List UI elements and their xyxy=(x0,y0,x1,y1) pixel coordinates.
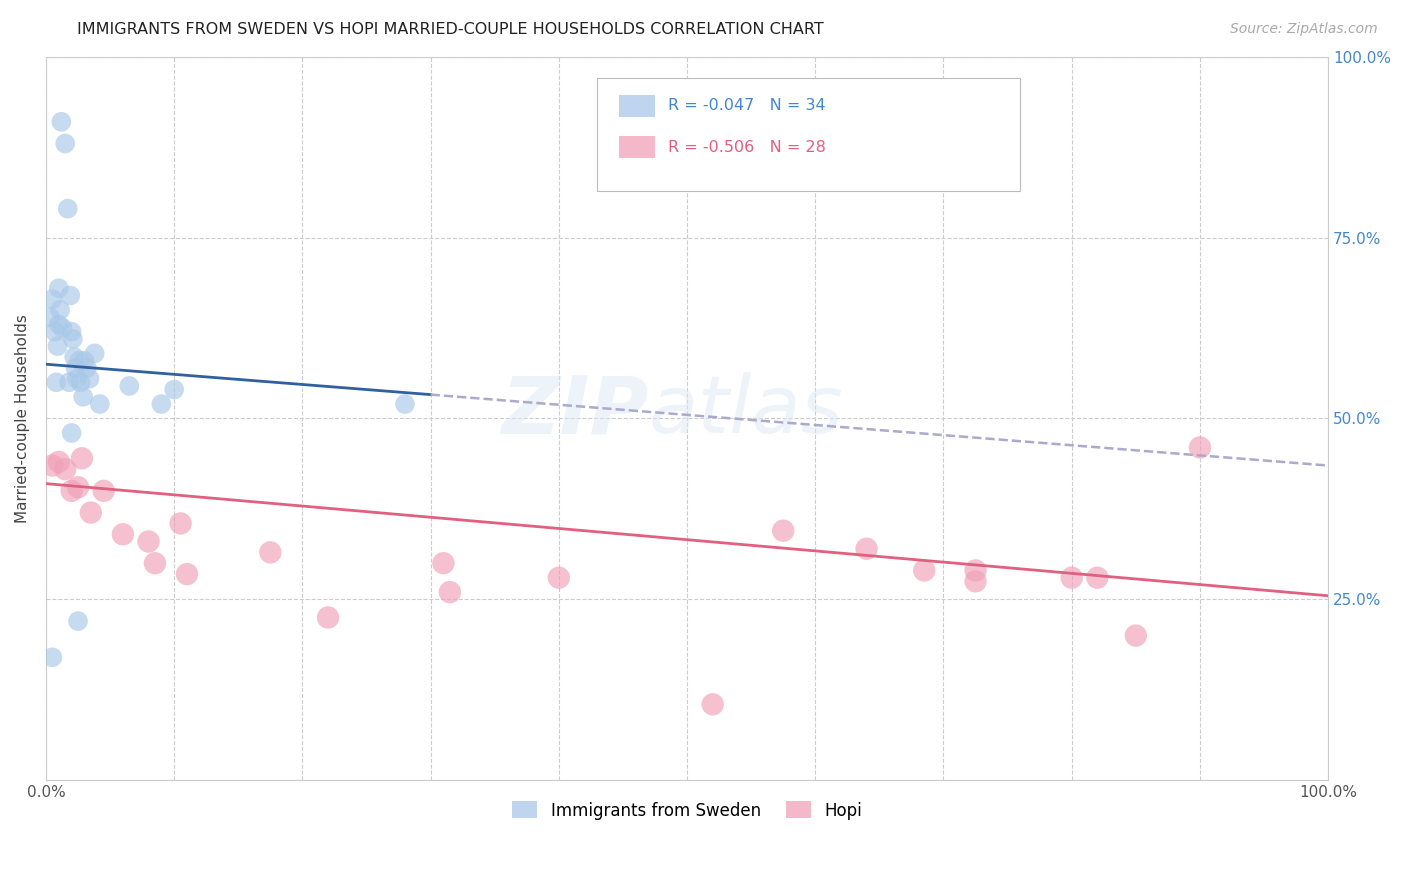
Point xyxy=(60,483,83,498)
Legend: Immigrants from Sweden, Hopi: Immigrants from Sweden, Hopi xyxy=(506,795,869,826)
Point xyxy=(83,346,105,360)
Point xyxy=(45,376,67,390)
Point xyxy=(80,506,103,520)
Point xyxy=(41,292,63,306)
Point xyxy=(143,556,166,570)
Point xyxy=(93,483,115,498)
Point xyxy=(67,353,90,368)
Bar xyxy=(619,95,655,117)
Point xyxy=(63,350,86,364)
Point xyxy=(394,397,416,411)
Point xyxy=(59,288,82,302)
Point xyxy=(70,451,93,466)
Bar xyxy=(619,136,655,158)
Point xyxy=(41,650,63,665)
Point xyxy=(76,360,98,375)
Point xyxy=(163,383,186,397)
Point xyxy=(965,564,987,578)
Point xyxy=(79,372,101,386)
Point xyxy=(432,556,454,570)
Point xyxy=(65,360,87,375)
Point xyxy=(49,302,72,317)
Point xyxy=(41,458,63,473)
Point xyxy=(316,610,339,624)
Point xyxy=(58,376,80,390)
Text: ZIP: ZIP xyxy=(501,372,648,450)
Point xyxy=(53,462,76,476)
Point xyxy=(439,585,461,599)
Point xyxy=(44,325,66,339)
Point xyxy=(138,534,160,549)
Point xyxy=(60,325,83,339)
Point xyxy=(965,574,987,589)
Point xyxy=(38,310,60,325)
Point xyxy=(66,372,89,386)
Point xyxy=(111,527,134,541)
FancyBboxPatch shape xyxy=(598,78,1021,191)
Text: Source: ZipAtlas.com: Source: ZipAtlas.com xyxy=(1230,22,1378,37)
Point xyxy=(48,281,70,295)
Point xyxy=(60,425,83,440)
Point xyxy=(72,390,94,404)
Point xyxy=(48,318,70,332)
Point xyxy=(1085,571,1108,585)
Point xyxy=(56,202,79,216)
Point xyxy=(51,115,73,129)
Point xyxy=(912,564,935,578)
Point xyxy=(62,332,84,346)
Point xyxy=(772,524,794,538)
Point xyxy=(1188,441,1211,455)
Point xyxy=(48,455,70,469)
Point xyxy=(46,339,69,353)
Point xyxy=(176,567,198,582)
Y-axis label: Married-couple Households: Married-couple Households xyxy=(15,314,30,523)
Point xyxy=(702,698,724,712)
Text: atlas: atlas xyxy=(648,372,844,450)
Text: R = -0.506   N = 28: R = -0.506 N = 28 xyxy=(668,140,825,154)
Text: R = -0.047   N = 34: R = -0.047 N = 34 xyxy=(668,97,825,112)
Point xyxy=(855,541,877,556)
Point xyxy=(66,480,89,494)
Point xyxy=(89,397,111,411)
Text: IMMIGRANTS FROM SWEDEN VS HOPI MARRIED-COUPLE HOUSEHOLDS CORRELATION CHART: IMMIGRANTS FROM SWEDEN VS HOPI MARRIED-C… xyxy=(77,22,824,37)
Point xyxy=(169,516,191,531)
Point xyxy=(53,136,76,151)
Point xyxy=(69,376,91,390)
Point xyxy=(52,321,75,335)
Point xyxy=(66,614,89,628)
Point xyxy=(1125,629,1147,643)
Point xyxy=(547,571,569,585)
Point xyxy=(259,545,281,559)
Point xyxy=(118,379,141,393)
Point xyxy=(1060,571,1083,585)
Point xyxy=(150,397,173,411)
Point xyxy=(73,353,96,368)
